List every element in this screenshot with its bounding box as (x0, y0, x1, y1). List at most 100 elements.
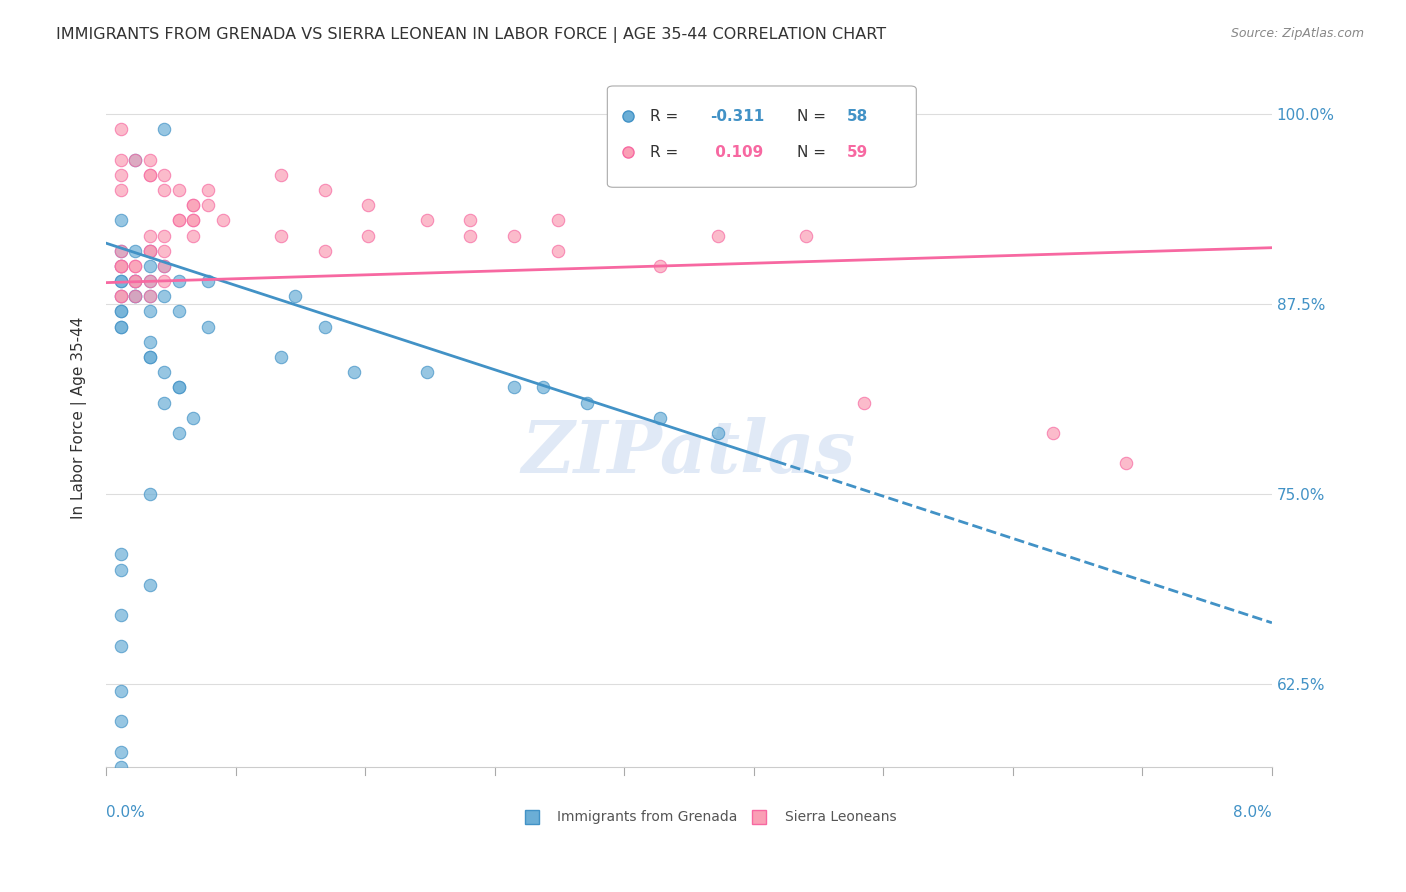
Point (314, 183, 336, 197)
Point (197, 319, 219, 334)
Point (138, 259, 160, 273)
Text: Source: ZipAtlas.com: Source: ZipAtlas.com (1230, 27, 1364, 40)
Point (503, 380, 526, 394)
Point (183, 198, 205, 212)
Point (183, 198, 205, 212)
Point (167, 425, 190, 440)
Point (707, 228, 730, 243)
Point (110, 244, 132, 258)
Text: Sierra Leoneans: Sierra Leoneans (785, 810, 896, 824)
Point (110, 775, 132, 789)
Point (138, 244, 160, 258)
Point (138, 168, 160, 182)
Point (124, 274, 146, 288)
Text: -0.311: -0.311 (710, 109, 765, 123)
FancyBboxPatch shape (607, 86, 917, 187)
Point (110, 259, 132, 273)
Point (124, 289, 146, 303)
Point (153, 168, 176, 182)
Point (648, 410, 671, 425)
Point (270, 168, 292, 182)
Point (197, 183, 219, 197)
Point (110, 563, 132, 577)
Point (183, 228, 205, 243)
Y-axis label: In Labor Force | Age 35-44: In Labor Force | Age 35-44 (72, 317, 87, 519)
Point (138, 244, 160, 258)
Point (460, 213, 482, 227)
Point (183, 410, 205, 425)
Point (110, 274, 132, 288)
Text: IMMIGRANTS FROM GRENADA VS SIERRA LEONEAN IN LABOR FORCE | AGE 35-44 CORRELATION: IMMIGRANTS FROM GRENADA VS SIERRA LEONEA… (56, 27, 886, 43)
Point (110, 259, 132, 273)
Point (314, 244, 336, 258)
Point (153, 259, 176, 273)
Point (153, 228, 176, 243)
Point (357, 228, 380, 243)
Point (110, 304, 132, 318)
Point (110, 608, 132, 623)
Point (852, 395, 875, 409)
Point (138, 334, 160, 349)
Text: 0.109: 0.109 (710, 145, 763, 160)
Point (124, 274, 146, 288)
Point (110, 289, 132, 303)
Point (153, 274, 176, 288)
Point (197, 274, 219, 288)
Point (124, 289, 146, 303)
Point (110, 684, 132, 698)
Point (167, 380, 190, 394)
Text: N =: N = (797, 109, 831, 123)
Point (110, 289, 132, 303)
Point (1115, 456, 1137, 470)
Point (460, 228, 482, 243)
Text: 59: 59 (846, 145, 868, 160)
Point (110, 745, 132, 759)
Point (1042, 425, 1064, 440)
Point (110, 168, 132, 182)
Point (183, 213, 205, 227)
Point (110, 304, 132, 318)
Point (648, 259, 671, 273)
Point (110, 213, 132, 227)
Point (110, 244, 132, 258)
Point (110, 319, 132, 334)
Point (314, 319, 336, 334)
Point (124, 274, 146, 288)
Point (167, 213, 190, 227)
Point (547, 244, 569, 258)
Text: R =: R = (651, 145, 683, 160)
Point (415, 365, 437, 379)
Point (138, 274, 160, 288)
Point (547, 213, 569, 227)
Point (153, 365, 176, 379)
Point (270, 350, 292, 364)
Point (124, 153, 146, 167)
Point (167, 380, 190, 394)
Point (153, 259, 176, 273)
Point (110, 122, 132, 136)
Point (153, 183, 176, 197)
Point (167, 183, 190, 197)
Point (138, 350, 160, 364)
Point (110, 259, 132, 273)
Point (110, 289, 132, 303)
Point (124, 274, 146, 288)
Point (138, 244, 160, 258)
Text: 8.0%: 8.0% (1233, 805, 1272, 820)
Point (138, 168, 160, 182)
Point (357, 198, 380, 212)
Point (183, 213, 205, 227)
Point (575, 395, 598, 409)
Text: ZIPatlas: ZIPatlas (522, 417, 856, 488)
Point (794, 228, 817, 243)
Point (167, 304, 190, 318)
Point (110, 639, 132, 653)
Point (138, 486, 160, 500)
Point (124, 259, 146, 273)
Point (124, 289, 146, 303)
Text: 58: 58 (846, 109, 868, 123)
Point (503, 228, 526, 243)
Point (153, 122, 176, 136)
Text: R =: R = (651, 109, 683, 123)
Point (124, 244, 146, 258)
